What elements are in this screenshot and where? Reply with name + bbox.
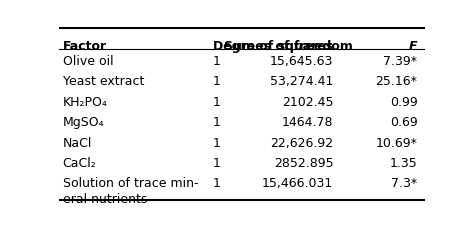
Text: CaCl₂: CaCl₂ [63,156,96,169]
Text: Solution of trace min-
eral nutrients: Solution of trace min- eral nutrients [63,177,198,205]
Text: 0.99: 0.99 [390,95,417,108]
Text: 25.16*: 25.16* [376,75,417,88]
Text: 0.69: 0.69 [390,116,417,129]
Text: KH₂PO₄: KH₂PO₄ [63,95,108,108]
Text: 22,626.92: 22,626.92 [270,136,333,149]
Text: 2852.895: 2852.895 [274,156,333,169]
Text: 1: 1 [212,116,220,129]
Text: 1: 1 [212,177,220,189]
Text: 15,645.63: 15,645.63 [270,55,333,68]
Text: 1: 1 [212,136,220,149]
Text: 10.69*: 10.69* [376,136,417,149]
Text: 15,466.031: 15,466.031 [262,177,333,189]
Text: NaCl: NaCl [63,136,92,149]
Text: 1: 1 [212,95,220,108]
Text: Sum of squares: Sum of squares [224,40,333,53]
Text: 7.3*: 7.3* [391,177,417,189]
Text: 1: 1 [212,156,220,169]
Text: Degrees of freedom: Degrees of freedom [212,40,353,53]
Text: F: F [409,40,417,53]
Text: 7.39*: 7.39* [383,55,417,68]
Text: 1.35: 1.35 [390,156,417,169]
Text: 53,274.41: 53,274.41 [270,75,333,88]
Text: 2102.45: 2102.45 [282,95,333,108]
Text: Factor: Factor [63,40,107,53]
Text: 1: 1 [212,55,220,68]
Text: Yeast extract: Yeast extract [63,75,144,88]
Text: MgSO₄: MgSO₄ [63,116,104,129]
Text: 1464.78: 1464.78 [282,116,333,129]
Text: 1: 1 [212,75,220,88]
Text: Olive oil: Olive oil [63,55,113,68]
